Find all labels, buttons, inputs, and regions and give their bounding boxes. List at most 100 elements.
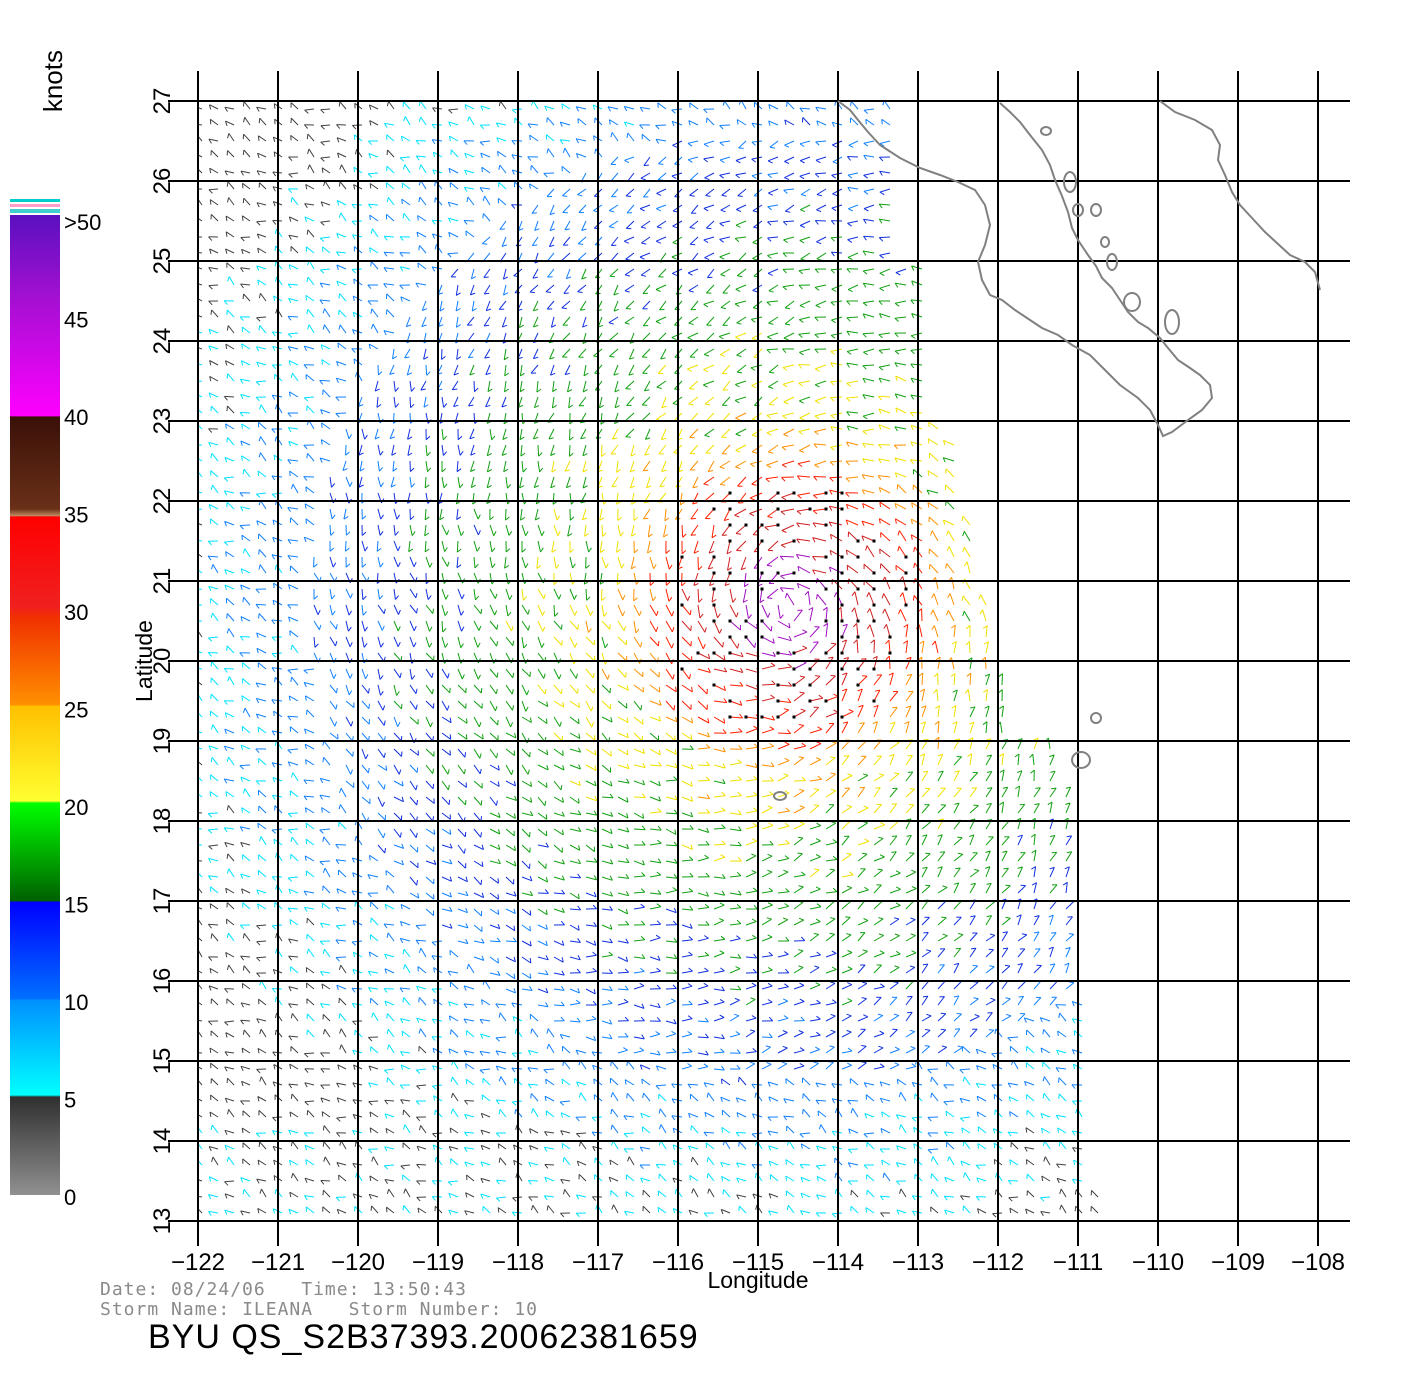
wind-vector	[567, 524, 571, 537]
wind-vector-barb	[815, 1099, 820, 1105]
wind-vector	[536, 556, 539, 569]
rain-flag-marker	[840, 651, 844, 655]
wind-vector-barb	[767, 934, 773, 938]
wind-vector	[977, 1126, 987, 1134]
wind-vector-barb	[673, 776, 678, 781]
wind-vector-barb	[1047, 801, 1053, 806]
wind-vector-barb	[400, 1018, 404, 1024]
wind-vector-barb	[574, 642, 578, 648]
wind-vector-barb	[752, 887, 758, 892]
wind-vector-barb	[562, 702, 565, 708]
wind-vector-barb	[303, 779, 308, 785]
wind-vector-barb	[525, 706, 529, 712]
wind-vector	[937, 1013, 947, 1022]
wind-vector-barb	[690, 764, 694, 770]
wind-vector	[304, 855, 315, 862]
wind-vector	[329, 636, 336, 647]
wind-vector-barb	[561, 624, 563, 630]
wind-vector-barb	[610, 859, 614, 865]
wind-vector	[657, 1190, 667, 1198]
wind-vector	[633, 1004, 645, 1009]
wind-vector	[707, 556, 715, 570]
wind-vector	[257, 1207, 267, 1214]
wind-vector	[953, 882, 960, 894]
wind-vector-barb	[577, 810, 582, 816]
wind-vector	[505, 732, 517, 739]
wind-vector-barb	[353, 952, 355, 958]
wind-vector	[812, 537, 827, 542]
wind-vector-barb	[514, 845, 516, 851]
wind-vector	[985, 934, 996, 942]
wind-vector	[777, 843, 790, 846]
wind-vector-barb	[767, 869, 773, 873]
wind-vector	[569, 828, 581, 832]
wind-vector	[1008, 1096, 1019, 1102]
wind-vector-barb	[891, 803, 897, 805]
wind-vector-barb	[947, 1156, 950, 1162]
wind-vector-barb	[938, 818, 944, 821]
wind-vector	[441, 876, 452, 882]
wind-vector	[227, 1077, 235, 1086]
wind-vector	[905, 640, 908, 654]
wind-vector	[338, 821, 347, 830]
wind-vector	[729, 907, 741, 910]
wind-vector	[809, 728, 823, 734]
wind-vector-barb	[909, 1029, 915, 1033]
wind-vector-barb	[848, 1128, 851, 1134]
wind-vector	[425, 620, 430, 632]
wind-vector-barb	[893, 917, 900, 920]
wind-vector-barb	[1040, 1197, 1045, 1202]
wind-vector-barb	[770, 694, 775, 699]
wind-vector	[323, 1141, 331, 1150]
wind-vector	[873, 656, 878, 670]
wind-vector-barb	[1068, 981, 1074, 984]
wind-vector	[985, 866, 991, 878]
wind-vector-barb	[481, 938, 485, 944]
wind-vector	[985, 803, 992, 814]
rain-flag-marker	[728, 699, 732, 703]
wind-vector	[1001, 998, 1011, 1006]
wind-vector	[745, 1051, 757, 1054]
wind-vector-barb	[922, 770, 928, 773]
wind-vector-barb	[1072, 1100, 1077, 1106]
wind-vector	[306, 917, 315, 926]
wind-vector-barb	[865, 1207, 868, 1213]
wind-vector-barb	[864, 1113, 868, 1119]
wind-vector-barb	[386, 932, 389, 938]
wind-vector-barb	[767, 1081, 771, 1087]
wind-vector	[809, 706, 819, 718]
wind-vector-barb	[705, 872, 710, 878]
rain-flag-marker	[792, 667, 796, 671]
wind-vector-barb	[545, 955, 549, 961]
wind-vector	[393, 604, 399, 615]
wind-vector-barb	[784, 790, 790, 794]
wind-vector-barb	[367, 784, 370, 790]
wind-vector	[209, 1047, 219, 1054]
wind-vector	[985, 836, 994, 846]
wind-vector	[617, 812, 629, 819]
wind-vector	[345, 604, 350, 616]
wind-vector-barb	[240, 842, 244, 848]
wind-vector-barb	[578, 780, 581, 786]
wind-vector-barb	[736, 904, 742, 908]
wind-vector-barb	[657, 808, 662, 813]
wind-vector	[227, 853, 235, 862]
wind-vector	[521, 908, 531, 916]
wind-vector	[377, 780, 385, 790]
wind-vector-barb	[574, 610, 578, 616]
wind-vector-barb	[592, 1065, 595, 1071]
wind-vector	[457, 716, 468, 724]
wind-vector	[497, 1207, 507, 1214]
wind-vector-barb	[663, 533, 669, 538]
wind-vector	[553, 892, 565, 895]
wind-vector-barb	[367, 892, 372, 898]
wind-vector	[953, 1013, 962, 1022]
wind-vector	[521, 588, 524, 601]
wind-vector	[980, 594, 987, 606]
wind-vector	[738, 1076, 747, 1086]
wind-vector	[766, 556, 779, 566]
wind-vector-barb	[465, 890, 469, 896]
wind-vector	[207, 555, 219, 558]
wind-vector	[210, 774, 219, 782]
wind-vector	[761, 985, 773, 990]
